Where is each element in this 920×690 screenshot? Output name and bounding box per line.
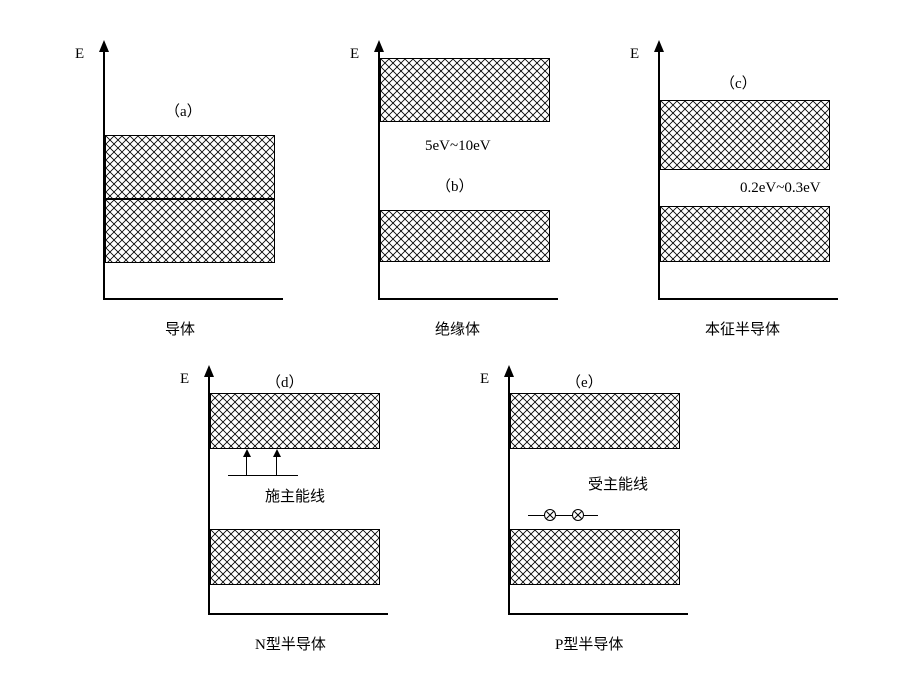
upper-band <box>210 393 380 449</box>
axis-x <box>508 613 688 615</box>
axis-label: E <box>180 371 189 388</box>
lower-band <box>510 529 680 585</box>
caption-ptype: P型半导体 <box>555 633 623 654</box>
hole-marker-1 <box>544 509 556 521</box>
caption-conductor: 导体 <box>165 318 195 339</box>
lower-band <box>380 210 550 262</box>
axis-x <box>658 298 838 300</box>
upper-band <box>105 135 275 199</box>
acceptor-level-line <box>528 515 598 516</box>
axis-y <box>658 50 660 300</box>
lower-band <box>210 529 380 585</box>
axis-label: E <box>75 46 84 63</box>
diagram-insulator: E 5eV~10eV （b） 绝缘体 <box>340 40 590 340</box>
letter-d: （d） <box>266 371 304 392</box>
donor-level-line <box>228 475 298 476</box>
letter-a: （a） <box>165 100 202 121</box>
caption-insulator: 绝缘体 <box>435 318 480 339</box>
diagram-conductor: E （a） 导体 <box>65 40 295 340</box>
axis-x <box>378 298 558 300</box>
acceptor-label: 受主能线 <box>588 473 648 494</box>
donor-arrow-stem-2 <box>276 455 277 475</box>
lower-band <box>660 206 830 262</box>
caption-intrinsic: 本征半导体 <box>705 318 780 339</box>
letter-c: （c） <box>720 72 757 93</box>
upper-band <box>380 58 550 122</box>
diagram-ntype: E （d） 施主能线 N型半导体 <box>170 365 430 665</box>
gap-text: 0.2eV~0.3eV <box>740 180 821 197</box>
donor-label: 施主能线 <box>265 485 325 506</box>
gap-text: 5eV~10eV <box>425 138 491 155</box>
lower-band <box>105 199 275 263</box>
axis-x <box>103 298 283 300</box>
axis-label: E <box>480 371 489 388</box>
axis-x <box>208 613 388 615</box>
upper-band <box>660 100 830 170</box>
diagram-intrinsic: E （c） 0.2eV~0.3eV 本征半导体 <box>620 40 900 340</box>
donor-arrow-stem-1 <box>246 455 247 475</box>
upper-band <box>510 393 680 449</box>
diagram-ptype: E （e） 受主能线 P型半导体 <box>470 365 730 665</box>
hole-marker-2 <box>572 509 584 521</box>
letter-b: （b） <box>436 175 474 196</box>
donor-arrow-2 <box>273 449 281 457</box>
donor-arrow-1 <box>243 449 251 457</box>
axis-label: E <box>630 46 639 63</box>
axis-label: E <box>350 46 359 63</box>
caption-ntype: N型半导体 <box>255 633 326 654</box>
letter-e: （e） <box>566 371 603 392</box>
